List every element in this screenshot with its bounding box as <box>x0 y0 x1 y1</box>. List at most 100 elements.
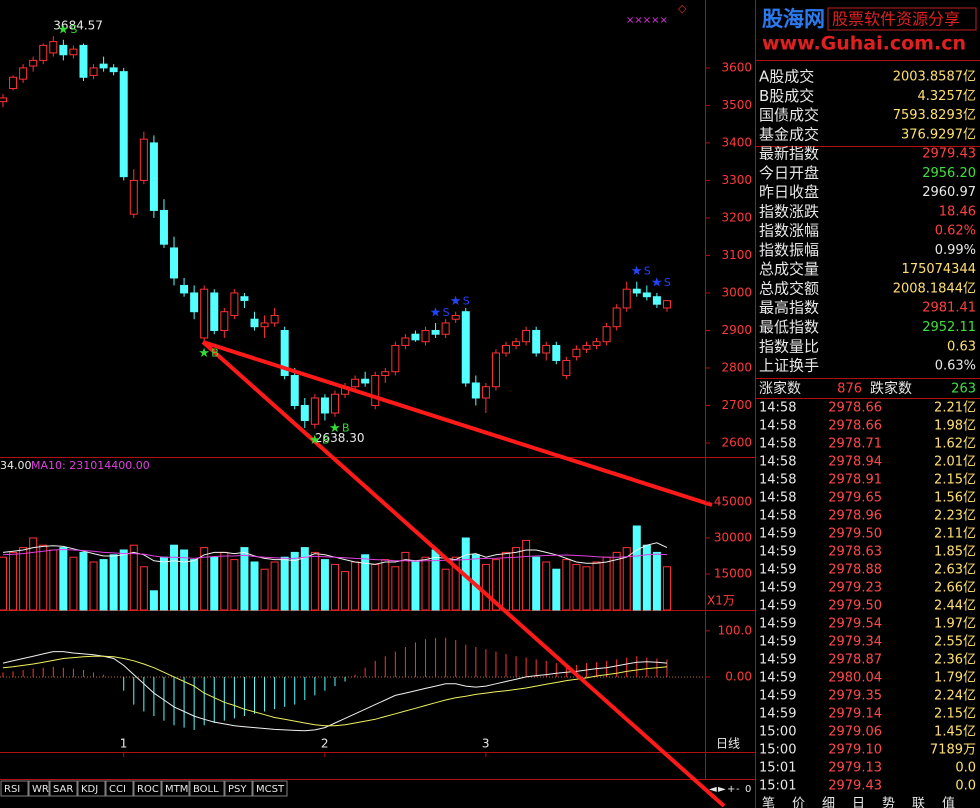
tab[interactable] <box>133 780 162 797</box>
tab-label[interactable]: MCST <box>256 784 285 795</box>
panel-tab[interactable]: 笔 <box>762 796 775 808</box>
tab-label[interactable]: BOLL <box>193 784 219 795</box>
candle-body <box>159 209 168 245</box>
panel-tab[interactable]: 势 <box>882 796 895 808</box>
tick-time: 14:58 <box>759 473 796 488</box>
volume-bar <box>19 547 28 611</box>
volume-bar <box>210 556 219 611</box>
tab-label[interactable]: CCI <box>109 784 126 795</box>
tab-label[interactable]: PSY <box>228 784 247 795</box>
tab-label[interactable]: KDJ <box>81 784 98 795</box>
quote-label: 指数涨幅 <box>759 222 819 240</box>
volume-bar <box>250 561 259 611</box>
quote-label: 指数涨跌 <box>759 202 819 220</box>
candle-body <box>522 329 531 343</box>
tab-label[interactable]: RSI <box>4 784 20 795</box>
volume-bar <box>602 556 611 611</box>
tick-price: 2978.71 <box>828 437 882 452</box>
nav-button[interactable]: ► <box>718 784 726 795</box>
volume-bar <box>190 559 199 611</box>
quote-value: 4.3257亿 <box>918 89 977 104</box>
tick-time: 14:58 <box>759 419 796 434</box>
candle-body <box>119 71 128 178</box>
panel-tab[interactable]: 联 <box>912 797 925 808</box>
volume-bar <box>149 590 158 611</box>
nav-button[interactable]: + <box>727 784 735 795</box>
tick-price: 2979.50 <box>828 527 882 542</box>
tick-volume: 2.63亿 <box>934 563 976 578</box>
tick-volume: 2.21亿 <box>934 401 976 416</box>
nav-button[interactable]: ◄ <box>709 784 717 795</box>
candle-body <box>290 374 299 406</box>
tab-label[interactable]: WR <box>32 784 49 795</box>
tab[interactable] <box>224 780 253 797</box>
tab[interactable] <box>0 780 29 797</box>
corner-marks: ××××× <box>626 15 668 26</box>
tab[interactable] <box>161 780 190 797</box>
tab[interactable] <box>189 780 225 797</box>
panel-tab[interactable]: 细 <box>822 797 835 808</box>
candle-body <box>391 344 400 373</box>
candle-body <box>592 341 601 346</box>
tick-price: 2978.96 <box>828 509 882 524</box>
tab[interactable] <box>77 780 106 797</box>
tick-price: 2979.23 <box>828 581 882 596</box>
volume-bar <box>572 563 581 611</box>
candle-body <box>139 138 148 181</box>
tab[interactable] <box>28 780 50 797</box>
quote-label: 最新指数 <box>759 145 819 163</box>
tick-time: 14:58 <box>759 437 796 452</box>
panel-tab[interactable]: 值 <box>942 796 955 808</box>
candle-body <box>79 44 88 78</box>
candle-body <box>270 314 279 324</box>
tab[interactable] <box>105 780 134 797</box>
y-tick-label: 2600 <box>721 435 752 449</box>
candle-body <box>652 296 661 305</box>
panel-tab[interactable]: 价 <box>792 797 805 808</box>
candle-body <box>662 300 671 309</box>
volume-bar <box>320 559 329 611</box>
candle-body <box>411 333 420 341</box>
volume-bar <box>99 559 108 611</box>
tick-volume: 1.79亿 <box>934 671 976 686</box>
volume-bar <box>451 556 460 611</box>
quote-label: 上证换手 <box>759 357 819 375</box>
tab[interactable] <box>252 780 288 797</box>
panel-tab[interactable]: 日 <box>852 797 865 808</box>
tick-price: 2978.66 <box>828 401 882 416</box>
tick-price: 2979.54 <box>828 617 882 632</box>
tick-time: 14:59 <box>759 545 796 560</box>
volume-bar <box>481 563 490 611</box>
candle-body <box>532 329 541 354</box>
tick-price: 2980.04 <box>828 671 882 686</box>
candle-body <box>149 142 158 211</box>
nav-button[interactable]: - <box>736 784 740 795</box>
quote-value: 2960.97 <box>922 185 976 200</box>
x-tick-label: 2 <box>321 737 329 751</box>
breadth-value: 263 <box>951 382 976 397</box>
tab[interactable] <box>49 780 78 797</box>
quote-label: 最低指数 <box>759 318 819 336</box>
tab-label[interactable]: SAR <box>53 784 73 795</box>
signal-star: ★ <box>450 294 462 309</box>
y-tick-label: 3000 <box>721 285 752 299</box>
volume-bar <box>552 568 561 611</box>
tab-label[interactable]: MTM <box>165 784 188 795</box>
candle-body <box>170 247 179 279</box>
candle-body <box>351 378 360 388</box>
quote-value: 0.62% <box>935 224 976 239</box>
tick-price: 2979.34 <box>828 635 882 650</box>
candle-body <box>542 344 551 354</box>
candle-body <box>461 311 470 384</box>
tick-volume: 2.23亿 <box>934 509 976 524</box>
nav-button[interactable]: 0 <box>745 784 751 795</box>
volume-bar <box>69 556 78 611</box>
quote-label: B股成交 <box>759 87 814 105</box>
volume-bar <box>280 556 289 611</box>
tab-label[interactable]: ROC <box>137 784 159 795</box>
volume-bar <box>381 559 390 611</box>
signal-star: ★ <box>651 275 663 290</box>
tick-volume: 2.15亿 <box>934 707 976 722</box>
quote-value: 2008.1844亿 <box>893 281 976 296</box>
candle-body <box>129 179 138 215</box>
